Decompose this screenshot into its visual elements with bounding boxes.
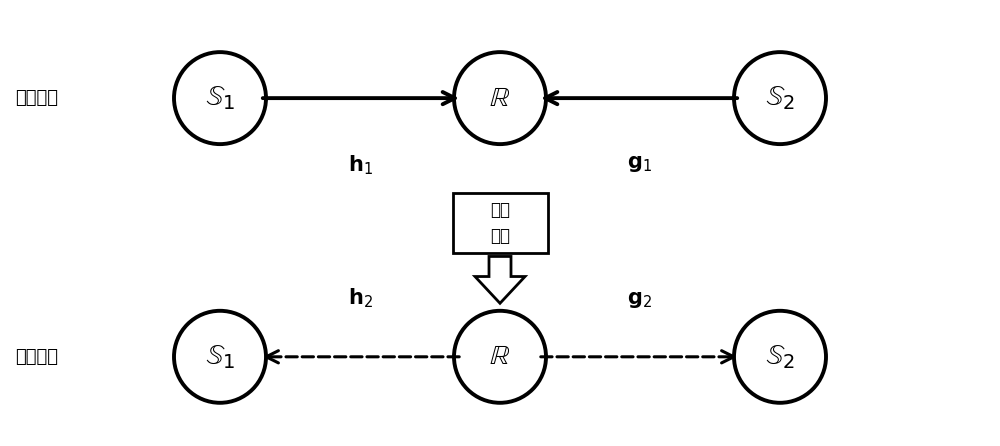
Text: $\mathbf{g}_1$: $\mathbf{g}_1$ <box>627 154 653 174</box>
Ellipse shape <box>174 52 266 144</box>
Text: $\mathbb{S}_2$: $\mathbb{S}_2$ <box>765 84 795 112</box>
Polygon shape <box>475 256 525 303</box>
Ellipse shape <box>454 52 546 144</box>
Text: $\mathbb{S}_1$: $\mathbb{S}_1$ <box>205 84 235 112</box>
Ellipse shape <box>454 311 546 403</box>
Text: 第一时隙: 第一时隙 <box>15 89 58 107</box>
Text: $\mathbb{S}_1$: $\mathbb{S}_1$ <box>205 343 235 371</box>
Text: $\mathbb{S}_2$: $\mathbb{S}_2$ <box>765 343 795 371</box>
Text: $\mathbf{h}_2$: $\mathbf{h}_2$ <box>348 286 372 310</box>
Text: $\mathbb{R}$: $\mathbb{R}$ <box>489 85 511 112</box>
Text: 信号
叠加: 信号 叠加 <box>490 202 510 244</box>
Ellipse shape <box>734 311 826 403</box>
Text: $\mathbb{R}$: $\mathbb{R}$ <box>489 343 511 370</box>
Text: 第二时隙: 第二时隙 <box>15 348 58 366</box>
Ellipse shape <box>734 52 826 144</box>
FancyBboxPatch shape <box>453 193 548 253</box>
Text: $\mathbf{h}_1$: $\mathbf{h}_1$ <box>348 154 372 178</box>
Ellipse shape <box>174 311 266 403</box>
Text: $\mathbf{g}_2$: $\mathbf{g}_2$ <box>627 290 653 310</box>
